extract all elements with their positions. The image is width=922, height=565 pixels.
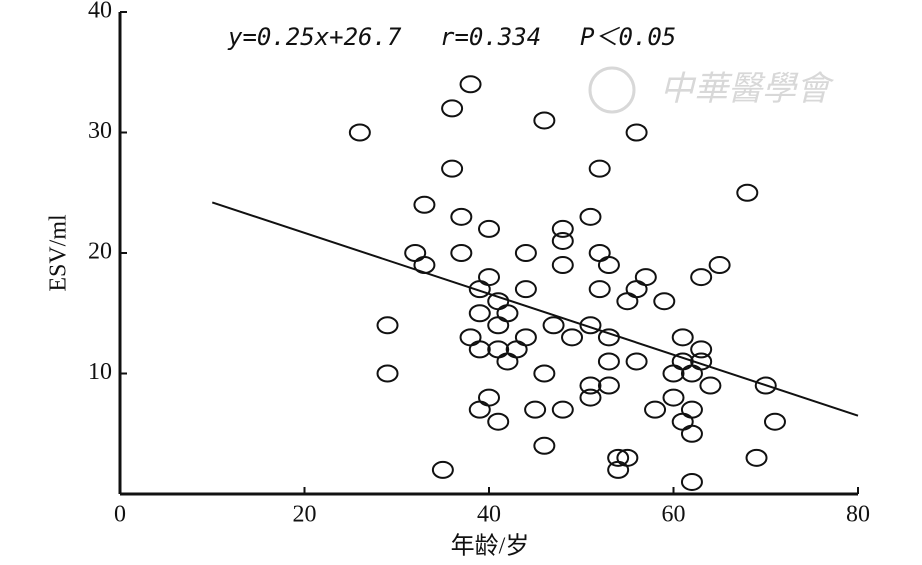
annotation: P＜0.05 (580, 23, 676, 51)
point (376, 316, 399, 335)
point (588, 244, 611, 262)
point (524, 400, 547, 419)
point (607, 448, 630, 467)
point (597, 328, 620, 347)
point (496, 352, 519, 371)
point (662, 364, 685, 383)
point (671, 328, 694, 347)
point (653, 292, 676, 311)
point (561, 328, 584, 347)
point (441, 99, 464, 118)
point (607, 460, 630, 479)
point (487, 316, 510, 335)
x-axis-label: 年龄/岁 (451, 533, 530, 560)
point (597, 376, 620, 395)
point (579, 207, 602, 226)
watermark-emblem (588, 66, 636, 114)
point (459, 328, 482, 347)
point (450, 244, 473, 262)
x-tick-label: 60 (662, 502, 686, 528)
point (671, 412, 694, 431)
y-tick-label: 40 (88, 0, 112, 24)
point (680, 400, 703, 419)
point (533, 436, 556, 455)
point (413, 256, 436, 275)
point (625, 280, 648, 299)
point (551, 231, 574, 250)
point (505, 340, 528, 359)
point (551, 256, 574, 275)
point (542, 316, 565, 335)
point (404, 244, 427, 262)
point (736, 183, 759, 202)
point (468, 400, 491, 419)
annotation: y=0.25x+26.7 (227, 23, 402, 51)
point (662, 388, 685, 407)
point (588, 280, 611, 299)
point (468, 280, 491, 299)
y-axis-label: ESV/ml (46, 214, 72, 292)
y-tick-label: 30 (88, 118, 112, 144)
point (680, 424, 703, 443)
point (690, 268, 713, 287)
point (597, 256, 620, 275)
point (754, 376, 777, 395)
x-tick-label: 40 (477, 502, 501, 528)
point (487, 412, 510, 431)
watermark: 中華醫學會 (660, 71, 835, 108)
point (459, 75, 482, 94)
point (551, 219, 574, 238)
x-tick-label: 0 (114, 502, 126, 528)
y-tick-label: 20 (88, 239, 112, 265)
x-tick-label: 80 (846, 502, 870, 528)
point (680, 472, 703, 491)
point (699, 376, 722, 395)
point (671, 352, 694, 371)
point (431, 460, 454, 479)
point (514, 280, 537, 299)
point (745, 448, 768, 467)
point (514, 328, 537, 347)
annotation: r=0.334 (440, 23, 541, 51)
point (487, 340, 510, 359)
point (468, 304, 491, 323)
point (625, 352, 648, 371)
point (763, 412, 786, 431)
point (625, 123, 648, 142)
point (588, 159, 611, 178)
point (579, 376, 602, 395)
point (496, 304, 519, 323)
point (634, 268, 657, 287)
point (551, 400, 574, 419)
point (597, 352, 620, 371)
point (487, 292, 510, 311)
point (690, 340, 713, 359)
point (441, 159, 464, 178)
point (579, 388, 602, 407)
point (514, 244, 537, 262)
point (533, 111, 556, 130)
point (478, 388, 500, 407)
y-tick-label: 10 (88, 359, 112, 385)
point (478, 219, 500, 238)
point (468, 340, 491, 359)
point (644, 400, 667, 419)
x-tick-label: 20 (293, 502, 317, 528)
point (533, 364, 556, 383)
point (579, 316, 602, 335)
point (450, 207, 473, 226)
point (616, 292, 639, 311)
point (708, 256, 731, 275)
fit-line (211, 201, 859, 417)
point (376, 364, 399, 383)
point (478, 268, 500, 287)
point (348, 123, 371, 142)
point (680, 364, 703, 383)
point (413, 195, 436, 214)
